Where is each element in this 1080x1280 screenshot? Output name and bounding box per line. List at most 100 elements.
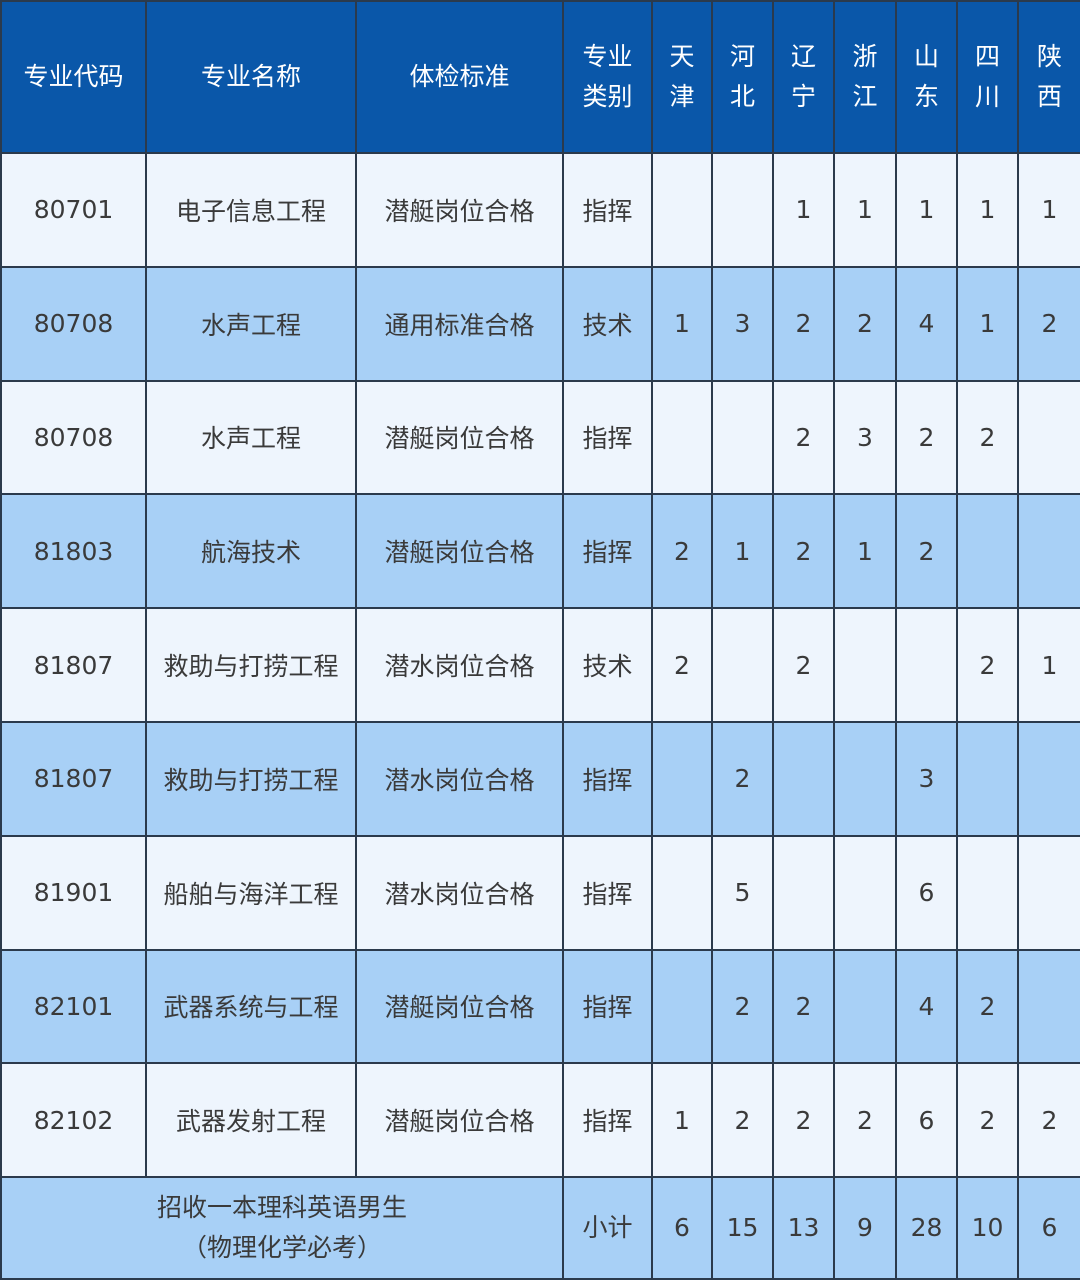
count-cell [1017, 834, 1080, 951]
count-cell: 2 [772, 493, 835, 610]
total-note-line2: （物理化学必考） [181, 1233, 382, 1263]
total-count-cell: 10 [956, 1176, 1019, 1280]
count-cell [1017, 720, 1080, 837]
count-cell: 2 [956, 379, 1019, 496]
count-cell [1017, 493, 1080, 610]
count-cell [772, 834, 835, 951]
count-cell [833, 720, 897, 837]
count-cell: 2 [1017, 265, 1080, 382]
total-count-cell: 15 [711, 1176, 774, 1280]
count-cell: 2 [895, 493, 958, 610]
code-cell: 81807 [0, 720, 147, 837]
count-cell: 2 [772, 379, 835, 496]
count-cell: 2 [711, 720, 774, 837]
standard-cell: 通用标准合格 [355, 265, 564, 382]
count-cell: 2 [1017, 1062, 1080, 1179]
name-cell: 救助与打捞工程 [145, 720, 357, 837]
count-cell: 1 [772, 152, 835, 268]
total-count-cell: 13 [772, 1176, 835, 1280]
category-cell: 指挥 [562, 152, 653, 268]
count-cell [711, 152, 774, 268]
count-cell: 2 [772, 948, 835, 1065]
count-cell: 3 [833, 379, 897, 496]
standard-cell: 潜艇岗位合格 [355, 152, 564, 268]
count-cell: 4 [895, 948, 958, 1065]
name-cell: 水声工程 [145, 379, 357, 496]
standard-cell: 潜艇岗位合格 [355, 379, 564, 496]
total-note-line1: 招收一本理科英语男生 [156, 1193, 407, 1223]
name-cell: 船舶与海洋工程 [145, 834, 357, 951]
count-cell [1017, 379, 1080, 496]
count-cell [833, 948, 897, 1065]
count-cell [772, 720, 835, 837]
category-cell: 指挥 [562, 1062, 653, 1179]
count-cell [651, 834, 713, 951]
standard-cell: 潜艇岗位合格 [355, 493, 564, 610]
category-cell: 指挥 [562, 493, 653, 610]
count-cell [956, 720, 1019, 837]
category-cell: 技术 [562, 607, 653, 723]
table-row: 81807 救助与打捞工程 潜水岗位合格 指挥 2 3 [0, 720, 1080, 837]
header-province: 山东 [895, 0, 958, 154]
count-cell: 2 [651, 607, 713, 723]
count-cell: 2 [956, 607, 1019, 723]
total-note: 招收一本理科英语男生 （物理化学必考） [0, 1176, 564, 1280]
count-cell: 3 [895, 720, 958, 837]
code-cell: 80708 [0, 265, 147, 382]
count-cell [651, 720, 713, 837]
header-standard: 体检标准 [355, 0, 564, 154]
count-cell: 3 [711, 265, 774, 382]
count-cell: 1 [651, 1062, 713, 1179]
code-cell: 81803 [0, 493, 147, 610]
count-cell: 2 [772, 265, 835, 382]
count-cell [833, 834, 897, 951]
code-cell: 81807 [0, 607, 147, 723]
count-cell: 1 [833, 493, 897, 610]
count-cell [651, 948, 713, 1065]
total-row: 招收一本理科英语男生 （物理化学必考） 小计 6 15 13 9 28 10 6 [0, 1176, 1080, 1280]
count-cell: 1 [833, 152, 897, 268]
count-cell: 2 [956, 1062, 1019, 1179]
code-cell: 82101 [0, 948, 147, 1065]
name-cell: 武器系统与工程 [145, 948, 357, 1065]
count-cell: 4 [895, 265, 958, 382]
total-count-cell: 9 [833, 1176, 897, 1280]
count-cell [956, 834, 1019, 951]
count-cell [651, 379, 713, 496]
category-cell: 指挥 [562, 379, 653, 496]
count-cell: 2 [711, 948, 774, 1065]
header-province: 天津 [651, 0, 713, 154]
name-cell: 航海技术 [145, 493, 357, 610]
code-cell: 82102 [0, 1062, 147, 1179]
count-cell: 2 [833, 1062, 897, 1179]
standard-cell: 潜艇岗位合格 [355, 1062, 564, 1179]
code-cell: 80701 [0, 152, 147, 268]
count-cell: 6 [895, 1062, 958, 1179]
standard-cell: 潜水岗位合格 [355, 834, 564, 951]
header-code: 专业代码 [0, 0, 147, 154]
name-cell: 武器发射工程 [145, 1062, 357, 1179]
total-count-cell: 6 [1017, 1176, 1080, 1280]
count-cell: 2 [833, 265, 897, 382]
count-cell: 2 [772, 1062, 835, 1179]
category-cell: 指挥 [562, 834, 653, 951]
total-count-cell: 28 [895, 1176, 958, 1280]
table-row: 80701 电子信息工程 潜艇岗位合格 指挥 1 1 1 1 1 [0, 152, 1080, 268]
count-cell: 1 [956, 265, 1019, 382]
count-cell: 1 [651, 265, 713, 382]
count-cell: 1 [895, 152, 958, 268]
header-province: 河北 [711, 0, 774, 154]
header-province: 浙江 [833, 0, 897, 154]
count-cell [956, 493, 1019, 610]
count-cell: 1 [1017, 607, 1080, 723]
header-province: 四川 [956, 0, 1019, 154]
count-cell: 2 [895, 379, 958, 496]
count-cell [711, 607, 774, 723]
count-cell [833, 607, 897, 723]
total-count-cell: 6 [651, 1176, 713, 1280]
standard-cell: 潜水岗位合格 [355, 720, 564, 837]
header-category: 专业 类别 [562, 0, 653, 154]
table-row: 81901 船舶与海洋工程 潜水岗位合格 指挥 5 6 [0, 834, 1080, 951]
count-cell [651, 152, 713, 268]
